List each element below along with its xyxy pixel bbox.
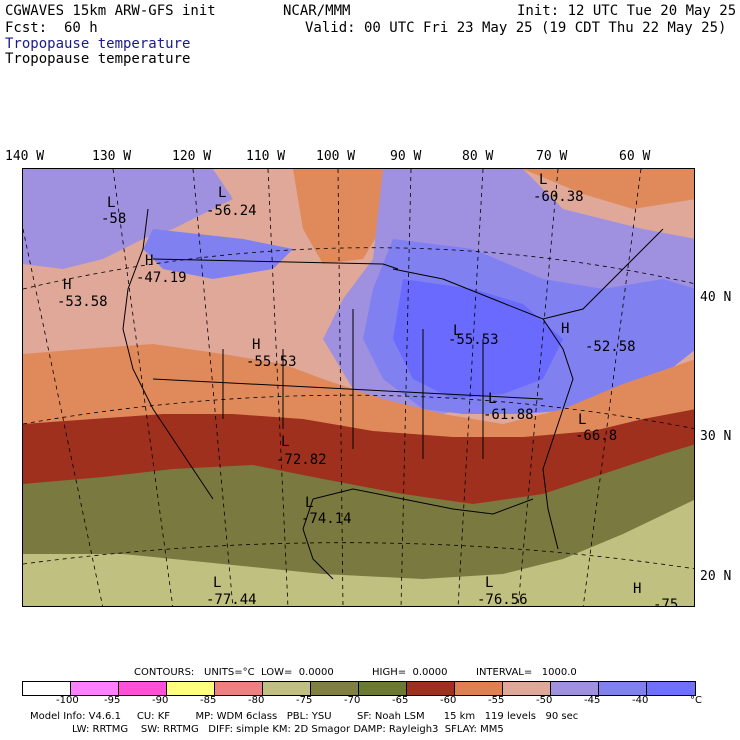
shade-blue-bright [393,279,563,399]
units-label: UNITS=°C [204,667,255,678]
system-label: H [252,337,261,353]
shade-orange-band [23,344,694,441]
system-label: L [305,495,314,511]
color-bar-segment [359,682,407,695]
system-label: L [453,323,462,339]
center-value: -53.58 [57,294,108,310]
shade-blue-nw [143,229,293,279]
system-label: H [561,321,570,337]
lon-label: 80 W [462,149,494,164]
system-label: H [633,581,642,597]
center-value: -52.58 [585,339,636,355]
center-value: -55.53 [246,354,297,370]
lon-label: 110 W [246,149,286,164]
system-label: L [539,172,548,188]
center-value: -76.56 [477,592,528,607]
color-bar-tick-label: -75 [296,695,313,706]
shade-olive-band [23,444,694,584]
color-bar-segment [263,682,311,695]
model-title: CGWAVES 15km ARW-GFS init [5,3,216,19]
color-bar-tick-label: -60 [440,695,457,706]
system-label: L [218,185,227,201]
system-label: L [578,412,587,428]
color-bar-segment [311,682,359,695]
center-value: -60.38 [533,189,584,205]
system-label: H [145,253,154,269]
low-label: LOW= 0.0000 [261,667,334,678]
fcst-label: Fcst: [5,20,48,36]
center-value: -58 [101,211,127,227]
color-bar-tick-label: -70 [344,695,361,706]
model-info-line-1: Model Info: V4.6.1 CU: KF MP: WDM 6class… [30,711,579,722]
geographic-outlines [122,208,664,580]
color-bar-segment [599,682,647,695]
shade-tan-south [23,499,694,606]
color-bar-segment [455,682,503,695]
lon-label: 100 W [316,149,356,164]
color-bar-tick-label: -100 [56,695,79,706]
lon-label: 90 W [390,149,422,164]
color-bar-segment [167,682,215,695]
shade-orange-ne [523,169,694,209]
system-label: H [63,277,72,293]
fcst-value: 60 h [64,20,98,36]
org-label: NCAR/MMM [283,3,351,19]
color-bar-tick-label: -85 [200,695,217,706]
lat-label: 20 N [700,569,732,584]
color-bar-unit: °C [690,695,702,706]
center-value: -56.24 [206,203,257,219]
color-bar-tick-label: -45 [584,695,601,706]
center-value: -61.88 [483,407,534,423]
color-bar-tick-label: -50 [536,695,553,706]
color-bar-segment [119,682,167,695]
contours-label: CONTOURS: [134,667,195,678]
high-label: HIGH= 0.0000 [372,667,448,678]
color-bar-tick-label: -95 [104,695,121,706]
system-label: L [213,575,222,591]
system-label: L [485,575,494,591]
color-bar-segment [647,682,695,695]
interval-label: INTERVAL= 1000.0 [476,667,577,678]
color-bar-segment [23,682,71,695]
color-bar-tick-label: -55 [488,695,505,706]
color-bar [22,681,696,696]
color-bar-tick-label: -80 [248,695,265,706]
color-bar-segment [551,682,599,695]
center-value: -74.14 [301,511,352,527]
color-bar-segment [71,682,119,695]
system-label: L [281,434,290,450]
tropopause-temperature-map [23,169,694,606]
shade-orange-north [293,169,403,264]
lat-label: 30 N [700,429,732,444]
lat-label: 40 N [700,290,732,305]
model-info-line-2: LW: RRTMG SW: RRTMG DIFF: simple KM: 2D … [72,724,504,735]
color-bar-tick-label: -40 [632,695,649,706]
color-bar-segment [407,682,455,695]
lon-label: 60 W [619,149,651,164]
color-bar-segment [215,682,263,695]
center-value: -55.53 [448,332,499,348]
valid-time: Valid: 00 UTC Fri 23 May 25 (19 CDT Thu … [305,20,727,36]
shade-lavender-nw [23,169,233,269]
center-value: -75 [653,597,679,607]
shade-darkred-band [23,409,694,509]
center-value: -66.8 [575,428,618,444]
lon-label: 130 W [92,149,132,164]
center-value: -72.82 [276,452,327,468]
system-label: L [107,195,116,211]
shaded-field-title: Tropopause temperature [5,36,191,52]
system-label: L [488,391,497,407]
map-panel: L L L H H H L L H L L L L H L -58 -56.24… [22,168,695,607]
lon-label: 70 W [536,149,568,164]
init-time: Init: 12 UTC Tue 20 May 25 [517,3,737,19]
color-bar-tick-label: -90 [152,695,169,706]
contour-field-title: Tropopause temperature [5,51,191,67]
color-bar-tick-label: -65 [392,695,409,706]
center-value: -47.19 [136,270,187,286]
lon-label: 120 W [172,149,212,164]
center-value: -77.44 [206,592,257,607]
lon-label: 140 W [5,149,45,164]
color-bar-segment [503,682,551,695]
